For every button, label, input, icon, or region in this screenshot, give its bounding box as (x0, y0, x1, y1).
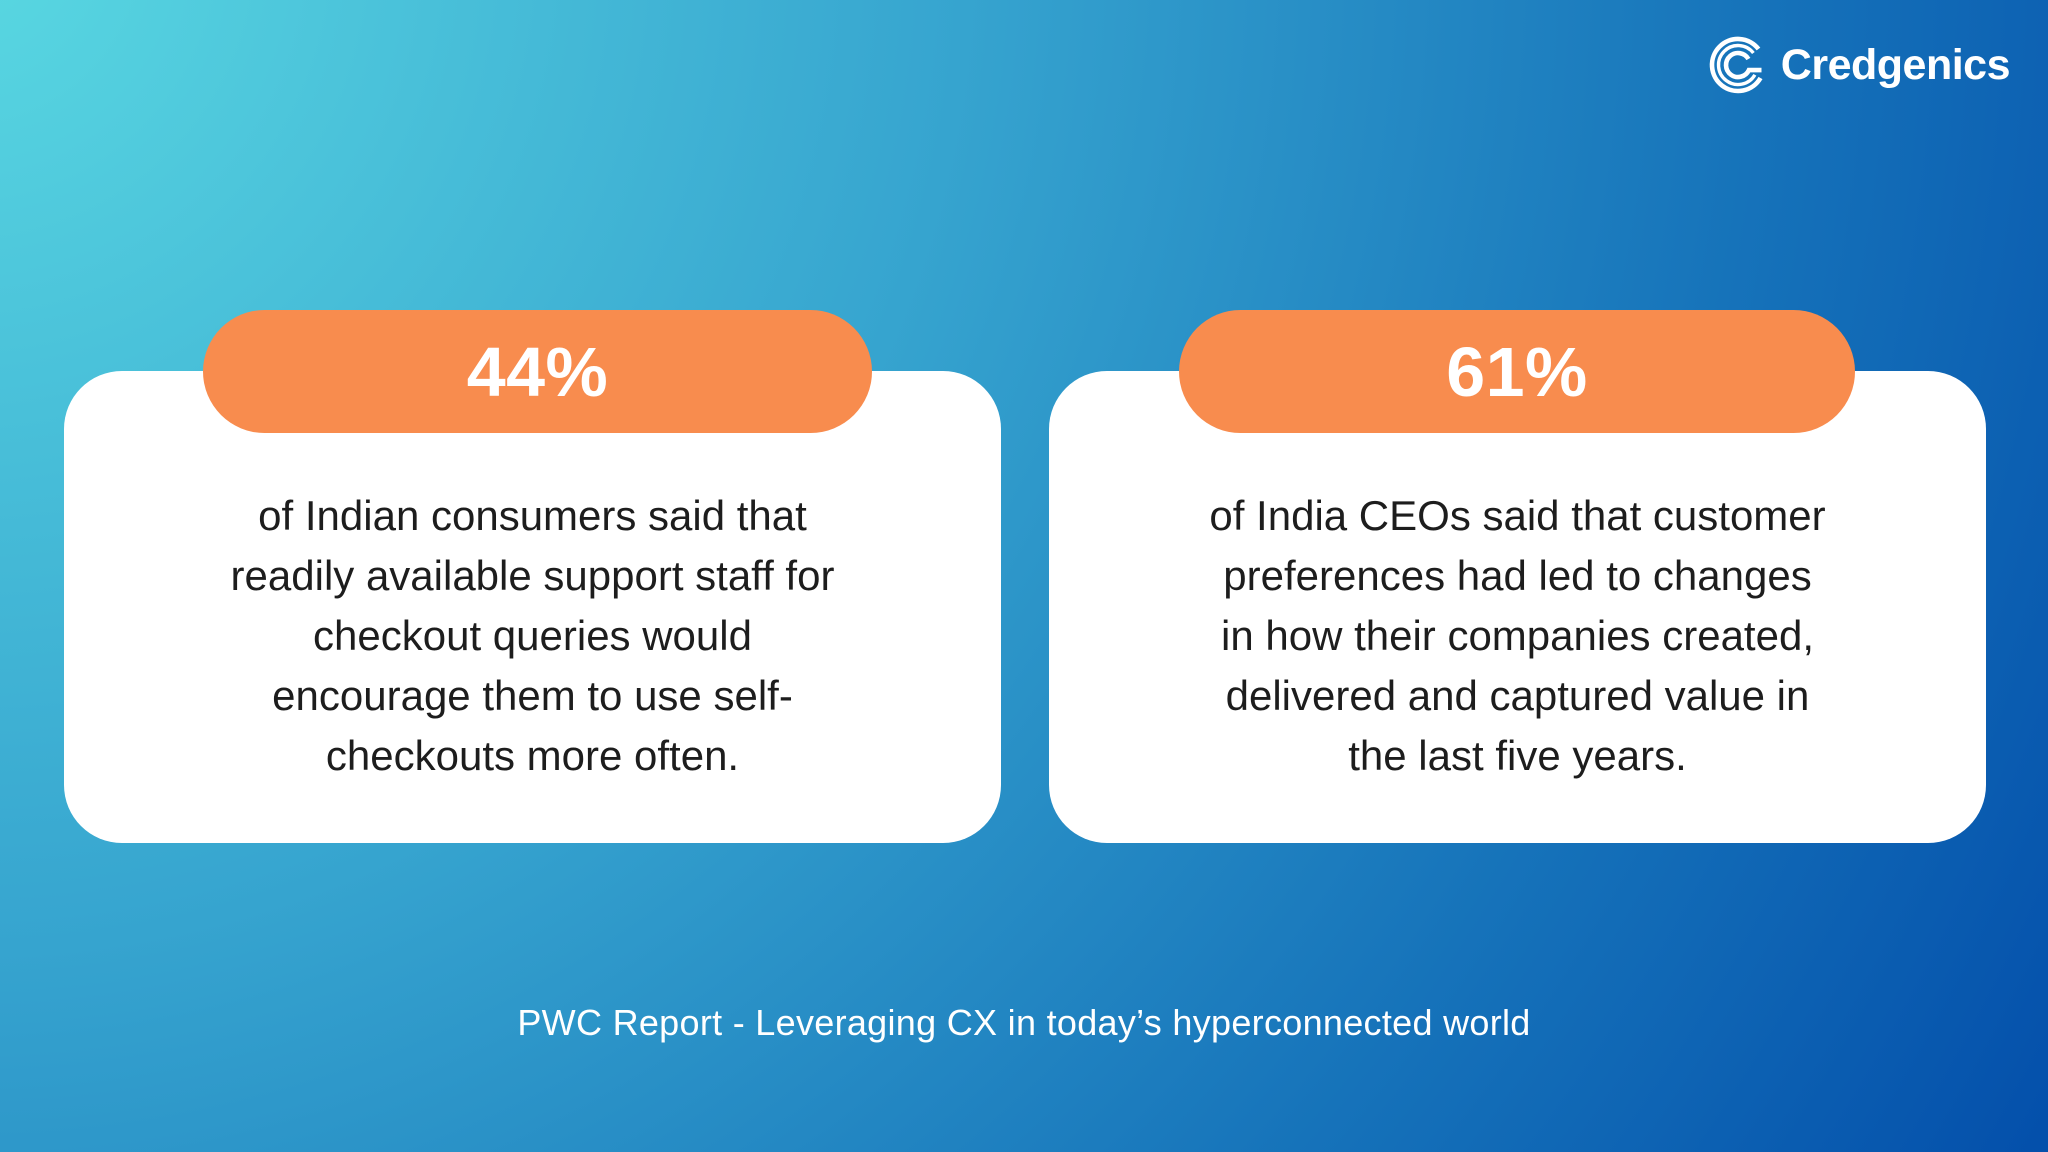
brand-name: Credgenics (1780, 40, 2011, 89)
credgenics-g-icon (1708, 35, 1768, 95)
brand-logo: Credgenics (1708, 28, 2011, 102)
stat-badge-2: 61% (1179, 310, 1855, 433)
stat-card-1: of Indian consumers said that readily av… (64, 371, 1001, 843)
stat-description-1: of Indian consumers said that readily av… (230, 492, 835, 779)
stat-card-2: of India CEOs said that customer prefere… (1049, 371, 1986, 843)
stat-badge-1: 44% (203, 310, 872, 433)
source-citation: PWC Report - Leveraging CX in today’s hy… (517, 1002, 1531, 1043)
stat-value-2: 61% (1446, 332, 1588, 411)
stat-description-2: of India CEOs said that customer prefere… (1209, 492, 1826, 779)
stat-value-1: 44% (466, 332, 609, 411)
